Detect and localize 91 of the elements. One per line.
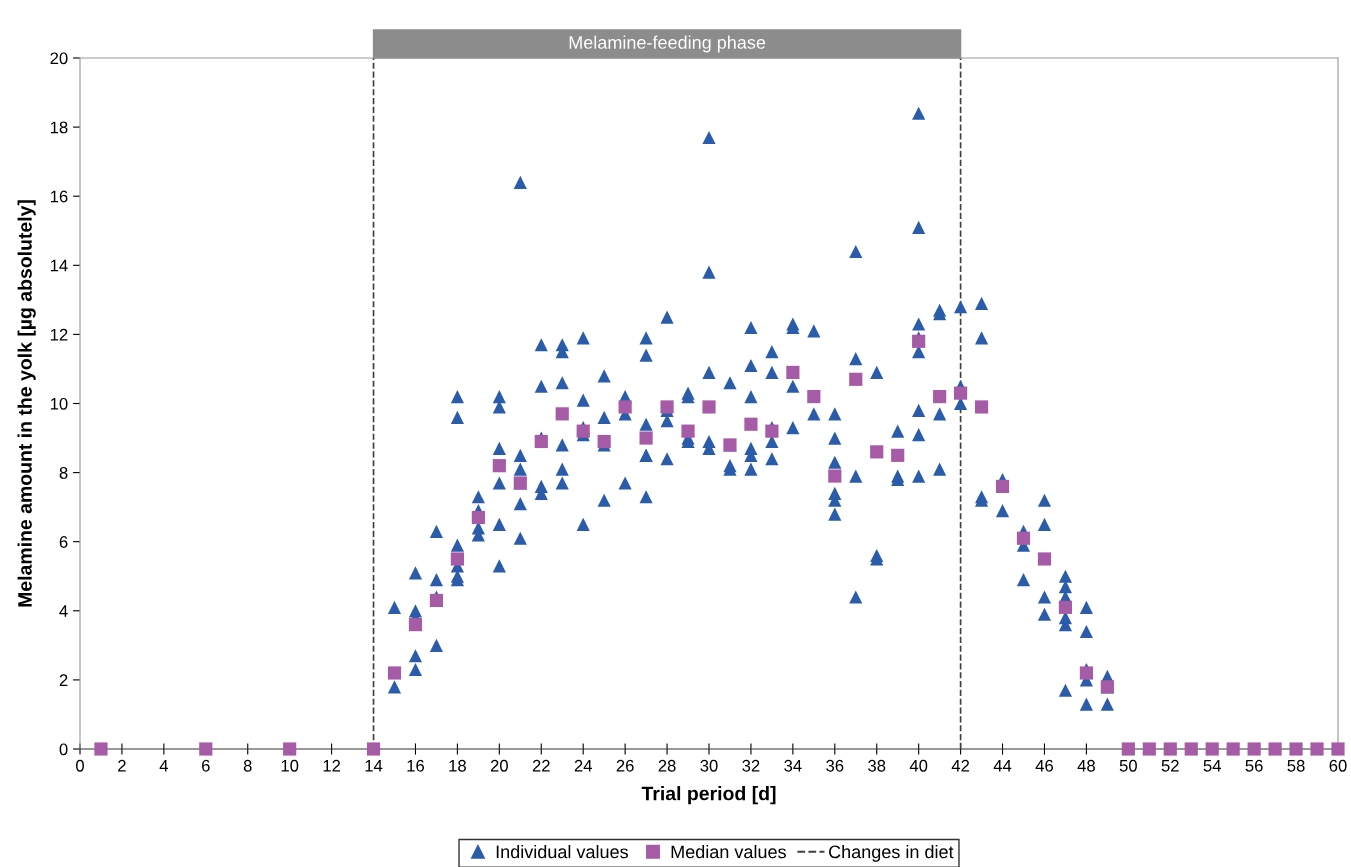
point [283, 742, 297, 756]
point [639, 431, 653, 445]
x-tick-label: 46 [1035, 759, 1053, 772]
point [618, 400, 632, 414]
point [1289, 742, 1303, 756]
point [387, 666, 402, 680]
point [1184, 742, 1198, 756]
x-tick-label: 36 [826, 759, 844, 772]
point [471, 510, 485, 525]
point [807, 390, 821, 404]
point [94, 742, 108, 756]
point [744, 417, 758, 431]
x-tick-label: 26 [616, 759, 634, 772]
legend-label: Individual values [496, 844, 628, 859]
x-tick-label: 56 [1245, 759, 1263, 772]
point [681, 424, 695, 438]
point [1247, 742, 1261, 756]
y-tick-label: 18 [50, 121, 68, 134]
point [1037, 552, 1052, 566]
x-tick-label: 52 [1161, 759, 1179, 772]
point [995, 479, 1010, 494]
y-tick-label: 14 [50, 259, 68, 272]
x-tick-label: 32 [742, 759, 760, 772]
y-tick-label: 16 [50, 190, 68, 203]
point [408, 618, 423, 632]
x-tick-label: 58 [1287, 759, 1305, 772]
x-tick-label: 28 [658, 759, 676, 772]
x-axis-title: Trial period [d] [641, 786, 776, 805]
x-tick-label: 14 [365, 760, 383, 772]
x-tick-label: 40 [909, 759, 928, 772]
y-tick-label: 10 [50, 397, 68, 410]
x-tick-label: 16 [407, 759, 424, 772]
point [1079, 666, 1093, 680]
point [1226, 742, 1240, 756]
point [534, 434, 548, 449]
x-tick-label: 60 [1329, 759, 1347, 772]
x-tick-label: 6 [202, 759, 210, 772]
point [450, 552, 464, 566]
x-tick-label: 22 [532, 759, 550, 772]
point [555, 407, 569, 421]
point [1268, 742, 1282, 756]
y-axis-title: Melamine amount in the yolk [µg absolutely] [17, 200, 36, 607]
x-tick-label: 12 [323, 759, 341, 772]
point [199, 742, 213, 756]
point [1016, 531, 1031, 545]
x-tick-label: 44 [993, 760, 1012, 772]
point [1205, 742, 1219, 756]
point [429, 593, 444, 608]
legend-label: Median values [671, 844, 786, 859]
y-tick-label: 2 [59, 674, 68, 686]
point [366, 742, 381, 756]
point [954, 386, 968, 400]
point [849, 372, 863, 386]
point [870, 445, 884, 459]
x-tick-label: 30 [700, 759, 718, 772]
x-tick-label: 4 [159, 760, 169, 772]
point [1058, 600, 1073, 614]
x-tick-label: 2 [118, 759, 126, 772]
text: Melamine-feeding phase [569, 35, 766, 53]
point [1142, 742, 1156, 756]
point [828, 469, 842, 483]
point [1163, 742, 1177, 756]
x-tick-label: 34 [784, 759, 802, 772]
y-tick-label: 12 [50, 328, 68, 341]
point [891, 448, 905, 462]
x-tick-label: 50 [1119, 759, 1137, 772]
y-tick-label: 8 [59, 467, 68, 479]
x-tick-label: 18 [449, 759, 466, 772]
x-tick-label: 38 [868, 759, 886, 772]
point [492, 459, 506, 473]
point [1331, 742, 1345, 756]
x-tick-label: 24 [574, 759, 592, 772]
point [786, 365, 800, 379]
point [1310, 742, 1324, 756]
point [974, 400, 989, 414]
x-tick-label: 48 [1077, 759, 1095, 772]
x-tick-label: 8 [243, 759, 252, 772]
x-tick-label: 54 [1203, 760, 1221, 772]
x-tick-label: 10 [281, 759, 299, 772]
point [597, 434, 611, 449]
x-tick-label: 0 [76, 759, 84, 772]
x-tick-label: 42 [951, 759, 970, 772]
y-tick-label: 20 [50, 52, 68, 65]
y-tick-label: 4 [59, 605, 68, 617]
point [933, 390, 947, 404]
y-tick-label: 6 [59, 536, 68, 548]
x-tick-label: 20 [490, 759, 508, 772]
y-tick-label: 0 [59, 743, 68, 756]
point [702, 400, 716, 414]
point [1121, 742, 1135, 756]
legend-label: Changes in diet [829, 844, 954, 862]
